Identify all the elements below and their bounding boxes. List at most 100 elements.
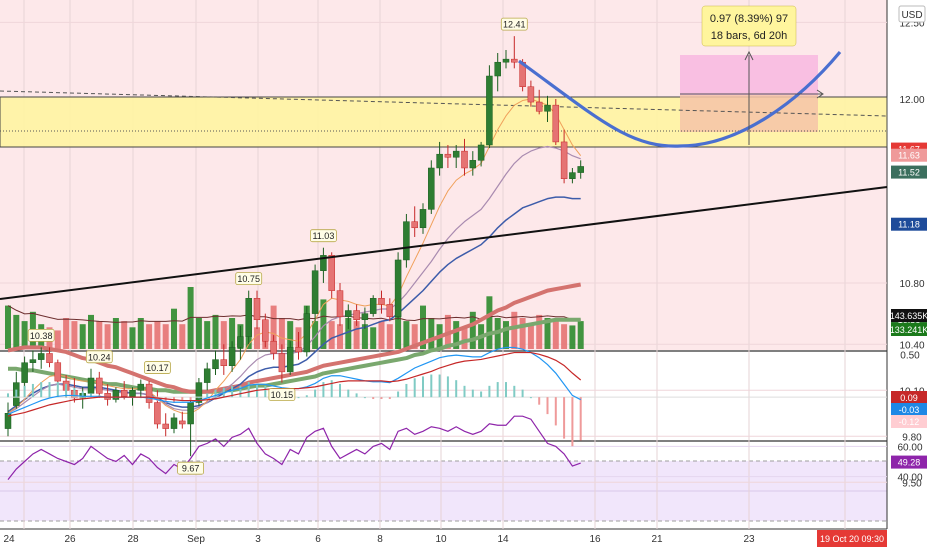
- candle-body[interactable]: [560, 141, 568, 179]
- macd-histogram-bar: [206, 393, 209, 398]
- candle-body[interactable]: [237, 336, 244, 348]
- candle-body[interactable]: [461, 150, 468, 169]
- candle-body[interactable]: [154, 402, 161, 425]
- candle-body[interactable]: [552, 104, 560, 143]
- candle-body[interactable]: [544, 104, 551, 112]
- candle-body[interactable]: [535, 101, 543, 112]
- macd-histogram-bar: [538, 397, 541, 405]
- date-label-bg: [817, 530, 887, 547]
- candle-body[interactable]: [469, 160, 477, 169]
- candle-body[interactable]: [403, 221, 410, 261]
- macd-tick-label: 0.50: [900, 350, 920, 361]
- candle-body[interactable]: [270, 340, 277, 354]
- candle-body[interactable]: [511, 58, 518, 63]
- volume-bar: [287, 321, 294, 349]
- candle-body[interactable]: [46, 353, 53, 363]
- candle-body[interactable]: [87, 377, 95, 394]
- bubble-label: 11.03: [312, 231, 334, 241]
- candle-body[interactable]: [311, 270, 319, 314]
- candle-body[interactable]: [137, 383, 145, 391]
- candle-body[interactable]: [37, 353, 45, 360]
- candle-body[interactable]: [527, 86, 535, 103]
- candle-body[interactable]: [120, 390, 128, 397]
- projection-curve[interactable]: [518, 50, 842, 148]
- time-tick-label: 23: [743, 534, 755, 545]
- candle-body[interactable]: [212, 359, 219, 370]
- macd-histogram-bar: [297, 397, 300, 399]
- candle-body[interactable]: [328, 255, 335, 291]
- candle-body[interactable]: [436, 153, 443, 169]
- ma-purple-line: [7, 145, 581, 414]
- candle-body[interactable]: [419, 209, 427, 229]
- candle-body[interactable]: [444, 153, 452, 158]
- macd-histogram-bar: [322, 382, 325, 398]
- candle-body[interactable]: [394, 259, 402, 317]
- macd-histogram-bar: [405, 383, 408, 398]
- candle-body[interactable]: [29, 359, 37, 363]
- candle-body[interactable]: [295, 347, 302, 353]
- candle-body[interactable]: [162, 423, 169, 429]
- volume-bar: [129, 327, 136, 349]
- volume-bar: [5, 305, 11, 349]
- candle-body[interactable]: [96, 377, 103, 394]
- candle-body[interactable]: [369, 298, 377, 314]
- candle-body[interactable]: [502, 58, 510, 63]
- candle-body[interactable]: [21, 362, 28, 383]
- macd-histogram-bar: [355, 393, 358, 398]
- volume-bar: [187, 287, 194, 349]
- candle-body[interactable]: [286, 347, 294, 373]
- volume-bar: [453, 321, 460, 349]
- candle-body[interactable]: [353, 310, 360, 321]
- candle-body[interactable]: [452, 150, 460, 158]
- candle-body[interactable]: [411, 221, 418, 229]
- candle-body[interactable]: [320, 255, 327, 271]
- candle-body[interactable]: [428, 167, 435, 210]
- volume-bar: [220, 321, 227, 349]
- candle-body[interactable]: [253, 298, 261, 321]
- macd-histogram-bar: [438, 374, 441, 398]
- candle-body[interactable]: [129, 390, 136, 397]
- measure-label-box[interactable]: [701, 5, 797, 47]
- macd-histogram-bar: [23, 385, 26, 398]
- macd-histogram-bar: [463, 385, 466, 398]
- measure-arrow-head: [744, 50, 754, 61]
- candle-body[interactable]: [203, 368, 211, 383]
- currency-button[interactable]: [898, 5, 926, 23]
- candle-body[interactable]: [4, 413, 12, 429]
- candle-body[interactable]: [195, 382, 203, 403]
- candle-body[interactable]: [577, 166, 584, 173]
- candle-body[interactable]: [245, 298, 252, 337]
- candle-body[interactable]: [494, 61, 501, 77]
- candle-body[interactable]: [477, 144, 485, 161]
- macd-histogram-bar: [372, 397, 375, 400]
- candle-body[interactable]: [179, 420, 186, 425]
- macd-histogram-bar: [81, 391, 84, 398]
- candle-body[interactable]: [228, 347, 236, 366]
- volume-bar: [353, 321, 360, 349]
- volume-bar: [561, 324, 568, 349]
- macd-histogram-bar: [48, 382, 51, 398]
- macd-histogram-bar: [189, 397, 192, 401]
- candle-body[interactable]: [345, 310, 352, 317]
- candle-body[interactable]: [378, 298, 385, 305]
- volume-bar: [162, 324, 169, 349]
- volume-bar: [511, 311, 518, 349]
- candle-body[interactable]: [278, 353, 286, 373]
- bubble-box: [177, 461, 205, 475]
- candle-body[interactable]: [361, 313, 369, 321]
- candle-body[interactable]: [145, 383, 153, 403]
- candle-body[interactable]: [54, 362, 62, 382]
- candle-body[interactable]: [112, 390, 120, 400]
- candle-body[interactable]: [486, 75, 493, 146]
- candle-body[interactable]: [303, 313, 311, 353]
- candle-body[interactable]: [170, 417, 178, 429]
- candle-body[interactable]: [336, 290, 344, 317]
- candle-body[interactable]: [569, 172, 576, 179]
- candle-body[interactable]: [386, 304, 394, 317]
- trend-line[interactable]: [0, 186, 888, 300]
- ma-blue-line: [7, 196, 581, 413]
- candle-body[interactable]: [262, 319, 269, 342]
- candle-body[interactable]: [220, 359, 228, 366]
- candle-body[interactable]: [187, 402, 194, 425]
